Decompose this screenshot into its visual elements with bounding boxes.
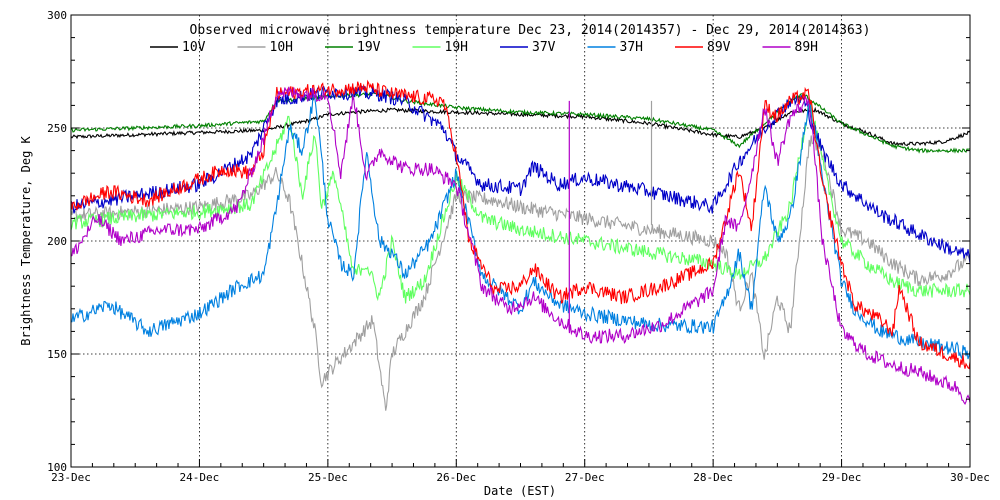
legend-label-89h: 89H (795, 40, 818, 55)
y-tick-label: 100 (47, 461, 67, 474)
series-line-37v (70, 85, 971, 264)
y-tick-label: 250 (47, 122, 67, 135)
series-line-89h (70, 86, 971, 405)
legend: 10V 10H 19V 19H 37V 37H 89V 89H (150, 40, 818, 55)
series-line-89v (70, 79, 971, 370)
legend-label-89v: 89V (707, 40, 731, 55)
grid-layer (71, 15, 970, 467)
y-tick-label: 300 (47, 9, 67, 22)
legend-label-37v: 37V (532, 40, 556, 55)
series-line-10v (70, 106, 971, 147)
legend-label-19h: 19H (445, 40, 468, 55)
x-tick-label: 23-Dec (51, 471, 91, 484)
series-line-19h (70, 103, 971, 304)
x-tick-label: 28-Dec (693, 471, 733, 484)
legend-label-37h: 37H (620, 40, 643, 55)
legend-label-19v: 19V (357, 40, 381, 55)
x-tick-label: 27-Dec (565, 471, 605, 484)
y-tick-label: 150 (47, 348, 67, 361)
series-layer (70, 79, 971, 411)
legend-label-10h: 10H (270, 40, 293, 55)
x-tick-label: 24-Dec (180, 471, 220, 484)
series-line-19v (70, 91, 971, 154)
x-axis-title: Date (EST) (484, 484, 556, 498)
y-axis-title: Brightness Temperature, Deg K (19, 135, 33, 345)
series-line-10h (70, 135, 971, 411)
legend-label-10v: 10V (182, 40, 206, 55)
tick-layer: 23-Dec 24-Dec 25-Dec 26-Dec 27-Dec 28-Dec 29-D… (47, 9, 990, 484)
y-tick-label: 200 (47, 235, 67, 248)
chart-title: Observed microwave brightness temperatur… (190, 23, 871, 38)
x-tick-label: 29-Dec (822, 471, 862, 484)
x-tick-label: 25-Dec (308, 471, 348, 484)
x-tick-label: 26-Dec (436, 471, 476, 484)
x-tick-label: 30-Dec (950, 471, 990, 484)
